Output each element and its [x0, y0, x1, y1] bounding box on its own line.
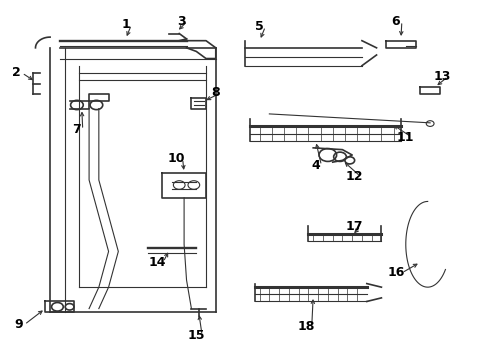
Text: 11: 11	[397, 131, 415, 144]
Text: 16: 16	[388, 266, 405, 279]
Text: 6: 6	[392, 14, 400, 27]
Text: 8: 8	[212, 86, 220, 99]
Text: 13: 13	[434, 70, 451, 83]
Text: 15: 15	[188, 329, 205, 342]
Text: 1: 1	[121, 18, 130, 31]
Text: 14: 14	[148, 256, 166, 269]
Text: 7: 7	[73, 123, 81, 136]
Text: 5: 5	[255, 20, 264, 33]
Text: 3: 3	[177, 14, 186, 27]
Text: 18: 18	[297, 320, 315, 333]
Text: 10: 10	[168, 152, 186, 165]
Text: 4: 4	[311, 159, 320, 172]
Text: 17: 17	[346, 220, 364, 233]
Text: 9: 9	[14, 318, 23, 331]
Text: 12: 12	[346, 170, 364, 183]
Text: 2: 2	[12, 66, 21, 79]
